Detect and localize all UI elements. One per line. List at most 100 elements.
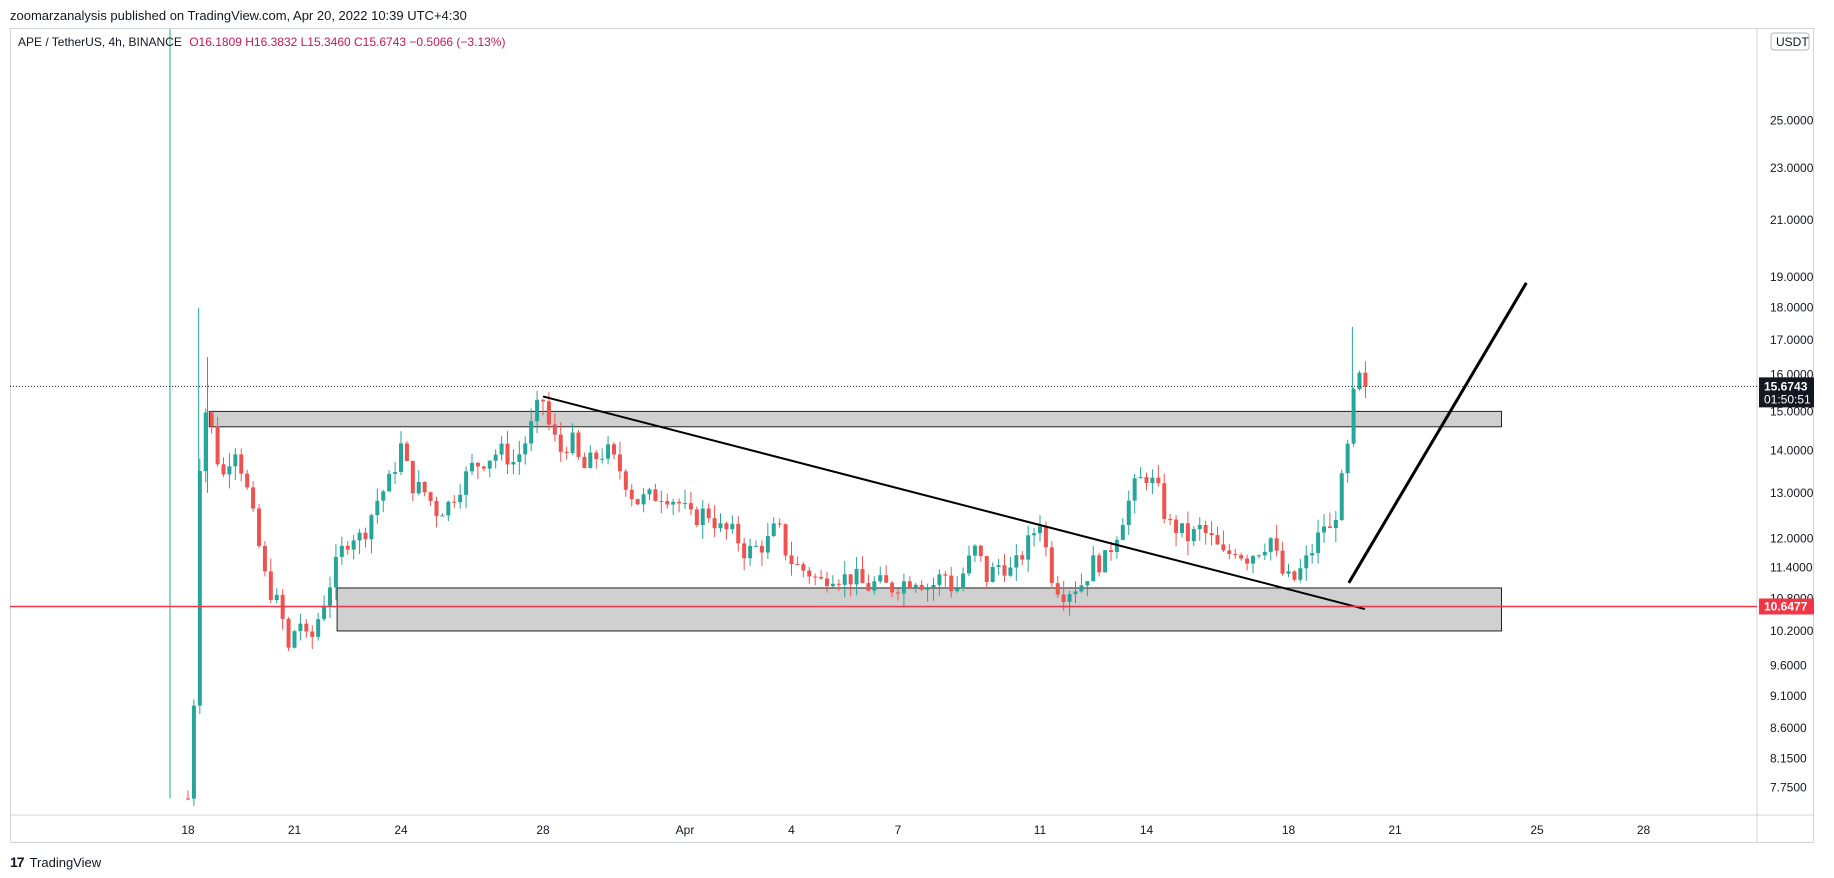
candle-body [1197,524,1202,530]
zone-support [336,587,1503,632]
candle-body [1008,567,1013,576]
candle-body [328,587,332,606]
candle-body [955,588,960,592]
candle-body [452,501,457,503]
candle-body [1132,478,1137,501]
tradingview-logo-icon[interactable]: 17 [10,854,25,870]
candle-body [694,509,699,526]
candle-body [1162,483,1167,519]
candle-body [907,581,912,589]
candle-body [606,444,611,459]
candle-body [1274,538,1279,551]
candle-body [1144,477,1149,484]
candle-body [203,412,208,472]
price-tick-label: 12.0000 [1770,531,1814,545]
brand-name[interactable]: TradingView [29,854,102,870]
candle-body [576,432,581,457]
candle-body [789,555,794,565]
symbol-label[interactable]: APE / TetherUS, 4h, BINANCE [18,35,182,49]
candle-body [363,532,368,540]
candle-body [1239,555,1244,559]
candle-body [990,566,995,583]
candle-body [215,426,220,465]
candle-body [493,454,498,461]
candle-body [1333,520,1338,529]
candle-body [718,523,723,529]
time-tick-label: 14 [1140,823,1154,837]
time-tick-label: 21 [1388,823,1402,837]
candle-body [286,618,291,648]
candle-body [262,546,267,572]
candle-body [712,518,717,529]
candle-body [653,489,658,501]
candle-body [339,545,344,557]
candle-body [245,473,250,488]
candle-body [434,501,439,517]
candle-body [1120,525,1125,540]
descending-trendline [542,395,1366,611]
candle-body [582,456,587,469]
candle-body [1251,556,1255,564]
candle-body [564,451,569,453]
candle-body [404,443,409,461]
candle-body [594,452,599,460]
candle-body [949,575,954,592]
candle-body [1073,591,1078,595]
candle-body [257,508,261,547]
candle-body [848,574,853,585]
candle-body [233,454,238,467]
candle-body [677,501,682,504]
candle-body [836,583,841,585]
candle-body [748,545,753,559]
candle-body [227,466,232,475]
candle-body [428,492,433,502]
time-tick-label: 4 [788,823,795,837]
candle-body [570,432,575,453]
candle-body [801,564,806,571]
candle-body [901,581,906,594]
candle-body [251,487,256,509]
candle-body [552,424,557,435]
candle-body [736,523,741,544]
candle-body [943,574,948,576]
price-tick-label: 15.0000 [1770,404,1814,418]
candle-body [635,499,640,505]
price-tick-label: 9.6000 [1770,658,1807,672]
red-line-price-label: 10.6477 [1764,599,1808,613]
chart-legend: APE / TetherUS, 4h, BINANCE O16.1809 H16… [18,35,505,49]
candle-body [807,570,812,577]
candle-body [1168,518,1173,520]
candle-body [292,631,297,648]
candle-body [866,583,871,591]
publisher-line: zoomarzanalysis published on TradingView… [10,8,467,23]
candle-body [1103,550,1108,573]
candle-body [351,540,356,550]
candle-body [1085,581,1090,586]
candle-body [316,619,321,637]
candle-body [1156,477,1161,484]
candle-body [617,454,622,472]
candle-body [1316,532,1321,554]
candle-body [1304,555,1309,569]
candle-body [1002,565,1007,576]
candle-body [659,500,664,502]
candle-body [896,592,900,594]
candle-body [771,523,776,537]
last-price-label: 15.6743 [1764,379,1808,393]
candle-body [1339,473,1344,521]
time-tick-label: 11 [1034,823,1047,837]
last-price-box [1759,377,1814,408]
candle-body [623,471,628,490]
candle-body [1174,519,1179,533]
candle-body [541,399,545,402]
candle-body [688,503,693,510]
candle-body [1256,555,1261,557]
candle-body [470,462,474,472]
candle-body [1310,553,1315,556]
candle-body [1280,550,1285,574]
price-tick-label: 23.0000 [1770,161,1814,175]
chart-frame [10,28,1814,843]
currency-badge [1770,32,1810,51]
candle-body [937,574,942,585]
